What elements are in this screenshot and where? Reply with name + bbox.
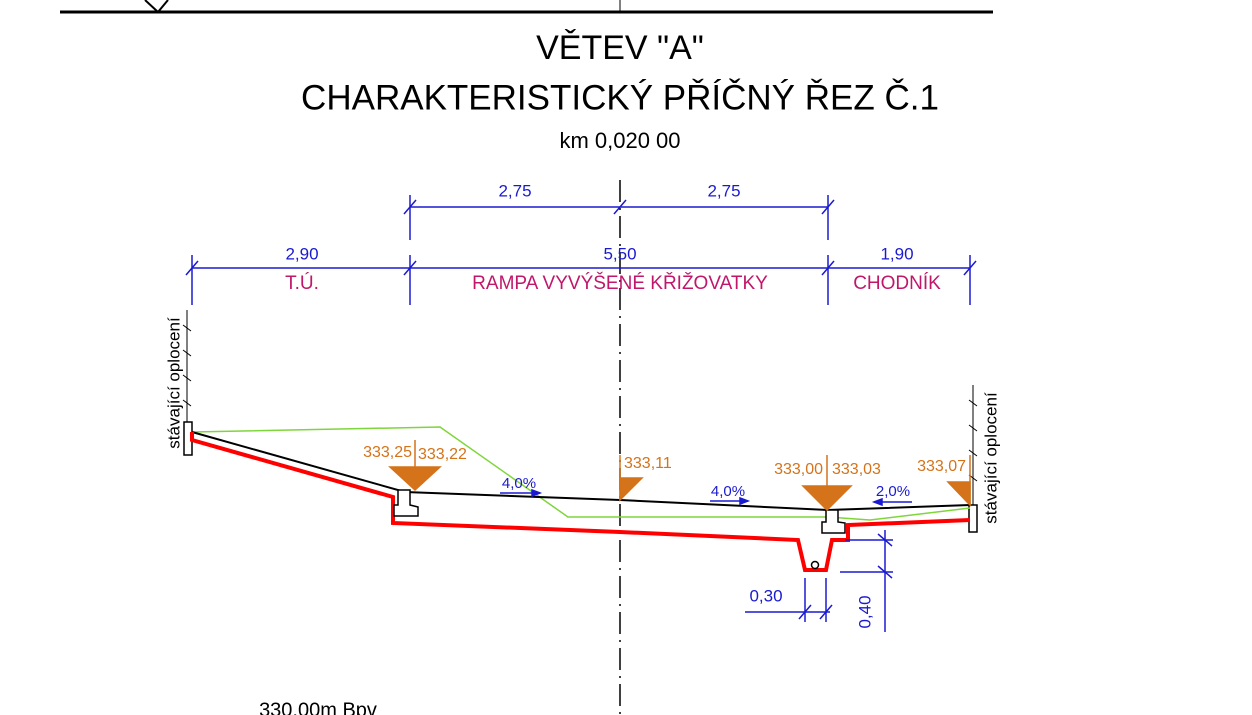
terrain-line xyxy=(191,426,971,521)
dimension-main xyxy=(185,255,977,305)
dim-label: 2,75 xyxy=(707,181,740,200)
elevation: 333,25 xyxy=(363,444,412,461)
dimension-top xyxy=(403,195,835,240)
slope-label: 2,0% xyxy=(876,483,910,500)
elevation: 333,03 xyxy=(832,461,881,478)
elevation-markers xyxy=(388,440,971,512)
dim-label: 2,75 xyxy=(498,181,531,200)
slope-label: 4,0% xyxy=(711,483,745,500)
elevation: 333,11 xyxy=(624,455,672,472)
station: km 0,020 00 xyxy=(559,128,680,153)
structure-line xyxy=(190,432,971,572)
slope-label: 4,0% xyxy=(502,475,536,492)
ditch-dimensions xyxy=(745,530,893,632)
section-label: CHODNÍK xyxy=(853,273,941,294)
north-mark xyxy=(144,0,169,14)
fence-label: stávající oplocení xyxy=(981,392,1000,524)
elevation: 333,07 xyxy=(917,458,966,475)
fence-label: stávající oplocení xyxy=(164,317,183,449)
elevation: 333,00 xyxy=(774,461,823,478)
section-label: RAMPA VYVÝŠENÉ KŘIŽOVATKY xyxy=(472,272,768,294)
subtitle: CHARAKTERISTICKÝ PŘÍČNÝ ŘEZ Č.1 xyxy=(301,78,939,117)
elevation: 333,22 xyxy=(418,446,467,463)
dim-label: 1,90 xyxy=(880,244,913,263)
slope-arrows xyxy=(500,488,912,507)
dim-label: 5,50 xyxy=(603,244,636,263)
dim-label: 0,30 xyxy=(749,586,782,605)
datum: 330,00m Bpv xyxy=(259,699,377,715)
section-label: T.Ú. xyxy=(285,272,319,294)
title: VĚTEV "A" xyxy=(536,29,704,67)
fence-right xyxy=(968,385,978,533)
dim-label: 0,40 xyxy=(855,595,874,628)
curb xyxy=(393,489,846,570)
dim-label: 2,90 xyxy=(285,244,318,263)
